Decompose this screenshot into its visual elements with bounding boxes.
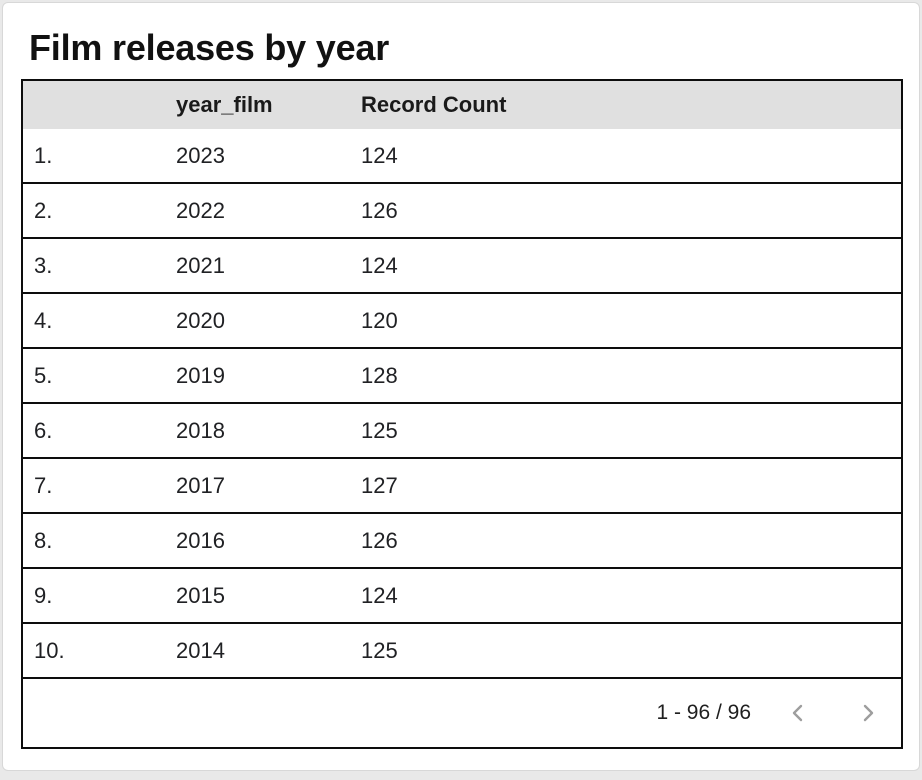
row-index-cell: 2. — [34, 197, 53, 223]
row-index-cell: 5. — [34, 362, 53, 388]
year-film-cell: 2019 — [176, 362, 225, 388]
year-film-cell: 2018 — [176, 417, 225, 443]
table-footer: 1 - 96 / 96 — [23, 679, 901, 747]
header-cell-record-count[interactable]: Record Count — [361, 92, 507, 117]
year-film-cell: 2023 — [176, 142, 225, 168]
record-count-cell: 120 — [361, 307, 398, 333]
record-count-cell: 126 — [361, 197, 398, 223]
row-index-cell: 6. — [34, 417, 53, 443]
pagination-range-label: 1 - 96 / 96 — [656, 701, 751, 724]
row-index-cell: 1. — [34, 142, 53, 168]
table-row: 3. 2021 124 — [23, 239, 901, 294]
table-row: 10. 2014 125 — [23, 624, 901, 679]
table-row: 2. 2022 126 — [23, 184, 901, 239]
row-index-cell: 4. — [34, 307, 53, 333]
year-film-cell: 2014 — [176, 637, 225, 663]
year-film-cell: 2022 — [176, 197, 225, 223]
year-film-cell: 2017 — [176, 472, 225, 498]
page-title: Film releases by year — [29, 27, 390, 68]
row-index-cell: 3. — [34, 252, 53, 278]
year-film-cell: 2015 — [176, 582, 225, 608]
record-count-cell: 124 — [361, 582, 398, 608]
data-table: year_film Record Count 1. 2023 124 2. 2022 12… — [21, 79, 903, 749]
record-count-cell: 124 — [361, 252, 398, 278]
row-index-cell: 10. — [34, 637, 65, 663]
table-row: 5. 2019 128 — [23, 349, 901, 404]
header-cell-year-film[interactable]: year_film — [176, 92, 273, 117]
row-index-cell: 9. — [34, 582, 53, 608]
table-row: 7. 2017 127 — [23, 459, 901, 514]
record-count-cell: 124 — [361, 142, 398, 168]
record-count-cell: 125 — [361, 637, 398, 663]
record-count-cell: 128 — [361, 362, 398, 388]
year-film-cell: 2021 — [176, 252, 225, 278]
table-row: 6. 2018 125 — [23, 404, 901, 459]
record-count-cell: 127 — [361, 472, 398, 498]
table-body: 1. 2023 124 2. 2022 126 3. 2021 124 4. 2020 120 5. 20… — [23, 129, 901, 679]
record-count-cell: 125 — [361, 417, 398, 443]
year-film-cell: 2016 — [176, 527, 225, 553]
pagination-next-button[interactable] — [855, 700, 881, 726]
table-row: 4. 2020 120 — [23, 294, 901, 349]
row-index-cell: 7. — [34, 472, 53, 498]
table-row: 8. 2016 126 — [23, 514, 901, 569]
year-film-cell: 2020 — [176, 307, 225, 333]
chevron-right-icon — [856, 701, 880, 725]
chevron-left-icon — [786, 701, 810, 725]
record-count-cell: 126 — [361, 527, 398, 553]
table-row: 1. 2023 124 — [23, 129, 901, 184]
table-row: 9. 2015 124 — [23, 569, 901, 624]
pagination-prev-button[interactable] — [785, 700, 811, 726]
row-index-cell: 8. — [34, 527, 53, 553]
table-header-row: year_film Record Count — [23, 81, 901, 129]
